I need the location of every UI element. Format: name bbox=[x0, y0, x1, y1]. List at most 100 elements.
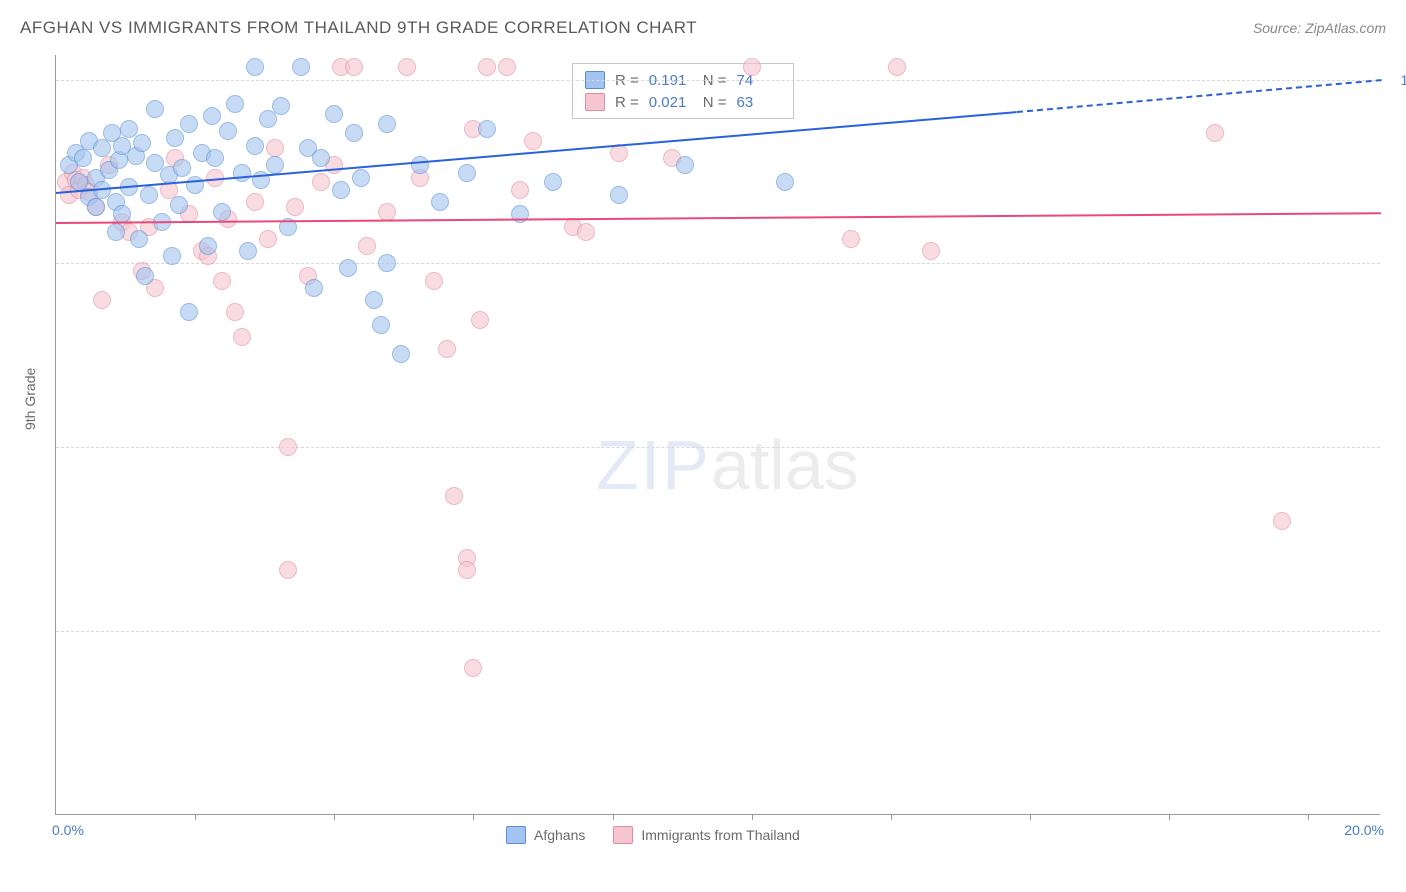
data-point bbox=[1273, 512, 1291, 530]
swatch-pink-icon bbox=[585, 93, 605, 111]
legend-pink-label: Immigrants from Thailand bbox=[641, 827, 799, 843]
data-point bbox=[140, 186, 158, 204]
data-point bbox=[676, 156, 694, 174]
data-point bbox=[544, 173, 562, 191]
y-tick-label: 85.0% bbox=[1388, 439, 1406, 455]
x-tick bbox=[1308, 814, 1309, 820]
data-point bbox=[226, 95, 244, 113]
chart-title: AFGHAN VS IMMIGRANTS FROM THAILAND 9TH G… bbox=[20, 18, 697, 38]
data-point bbox=[226, 303, 244, 321]
data-point bbox=[180, 303, 198, 321]
data-point bbox=[133, 134, 151, 152]
data-point bbox=[246, 193, 264, 211]
data-point bbox=[233, 328, 251, 346]
data-point bbox=[352, 169, 370, 187]
data-point bbox=[286, 198, 304, 216]
data-point bbox=[392, 345, 410, 363]
bottom-legend: Afghans Immigrants from Thailand bbox=[506, 826, 800, 844]
x-tick bbox=[752, 814, 753, 820]
trend-line-blue-extrapolated bbox=[1017, 80, 1382, 114]
data-point bbox=[266, 156, 284, 174]
source-attribution: Source: ZipAtlas.com bbox=[1253, 20, 1386, 36]
data-point bbox=[365, 291, 383, 309]
data-point bbox=[292, 58, 310, 76]
data-point bbox=[358, 237, 376, 255]
data-point bbox=[478, 120, 496, 138]
data-point bbox=[266, 139, 284, 157]
gridline bbox=[56, 80, 1380, 81]
data-point bbox=[411, 156, 429, 174]
y-tick-label: 92.5% bbox=[1388, 255, 1406, 271]
data-point bbox=[378, 203, 396, 221]
data-point bbox=[345, 124, 363, 142]
swatch-pink-icon bbox=[613, 826, 633, 844]
x-tick bbox=[613, 814, 614, 820]
data-point bbox=[213, 272, 231, 290]
data-point bbox=[478, 58, 496, 76]
data-point bbox=[471, 311, 489, 329]
data-point bbox=[206, 149, 224, 167]
data-point bbox=[279, 561, 297, 579]
data-point bbox=[577, 223, 595, 241]
y-tick-label: 77.5% bbox=[1388, 623, 1406, 639]
gridline bbox=[56, 447, 1380, 448]
data-point bbox=[325, 105, 343, 123]
stat-n-pink: 63 bbox=[737, 94, 781, 111]
data-point bbox=[431, 193, 449, 211]
data-point bbox=[888, 58, 906, 76]
legend-blue-label: Afghans bbox=[534, 827, 585, 843]
data-point bbox=[425, 272, 443, 290]
data-point bbox=[339, 259, 357, 277]
x-tick bbox=[1030, 814, 1031, 820]
data-point bbox=[170, 196, 188, 214]
data-point bbox=[610, 186, 628, 204]
stat-r-pink: 0.021 bbox=[649, 94, 693, 111]
data-point bbox=[120, 120, 138, 138]
data-point bbox=[464, 659, 482, 677]
watermark: ZIPatlas bbox=[596, 425, 859, 505]
data-point bbox=[524, 132, 542, 150]
data-point bbox=[272, 97, 290, 115]
data-point bbox=[842, 230, 860, 248]
data-point bbox=[332, 181, 350, 199]
data-point bbox=[246, 58, 264, 76]
data-point bbox=[511, 181, 529, 199]
data-point bbox=[163, 247, 181, 265]
data-point bbox=[922, 242, 940, 260]
y-tick-label: 100.0% bbox=[1388, 72, 1406, 88]
data-point bbox=[199, 237, 217, 255]
stats-row-pink: R = 0.021 N = 63 bbox=[585, 91, 781, 113]
data-point bbox=[146, 100, 164, 118]
stat-n-label: N = bbox=[703, 94, 727, 111]
data-point bbox=[74, 149, 92, 167]
data-point bbox=[166, 129, 184, 147]
x-tick bbox=[195, 814, 196, 820]
data-point bbox=[1206, 124, 1224, 142]
data-point bbox=[498, 58, 516, 76]
data-point bbox=[173, 159, 191, 177]
data-point bbox=[87, 198, 105, 216]
data-point bbox=[458, 561, 476, 579]
trend-line-pink bbox=[56, 212, 1381, 224]
x-tick bbox=[334, 814, 335, 820]
data-point bbox=[93, 291, 111, 309]
legend-item-blue: Afghans bbox=[506, 826, 585, 844]
data-point bbox=[130, 230, 148, 248]
data-point bbox=[259, 230, 277, 248]
data-point bbox=[305, 279, 323, 297]
gridline bbox=[56, 631, 1380, 632]
chart-plot-area: ZIPatlas R = 0.191 N = 74 R = 0.021 N = … bbox=[55, 55, 1380, 815]
data-point bbox=[239, 242, 257, 260]
data-point bbox=[203, 107, 221, 125]
data-point bbox=[107, 223, 125, 241]
data-point bbox=[438, 340, 456, 358]
x-tick bbox=[891, 814, 892, 820]
data-point bbox=[345, 58, 363, 76]
data-point bbox=[372, 316, 390, 334]
data-point bbox=[213, 203, 231, 221]
data-point bbox=[136, 267, 154, 285]
data-point bbox=[279, 438, 297, 456]
swatch-blue-icon bbox=[506, 826, 526, 844]
data-point bbox=[180, 115, 198, 133]
x-tick-label-max: 20.0% bbox=[1344, 822, 1384, 838]
